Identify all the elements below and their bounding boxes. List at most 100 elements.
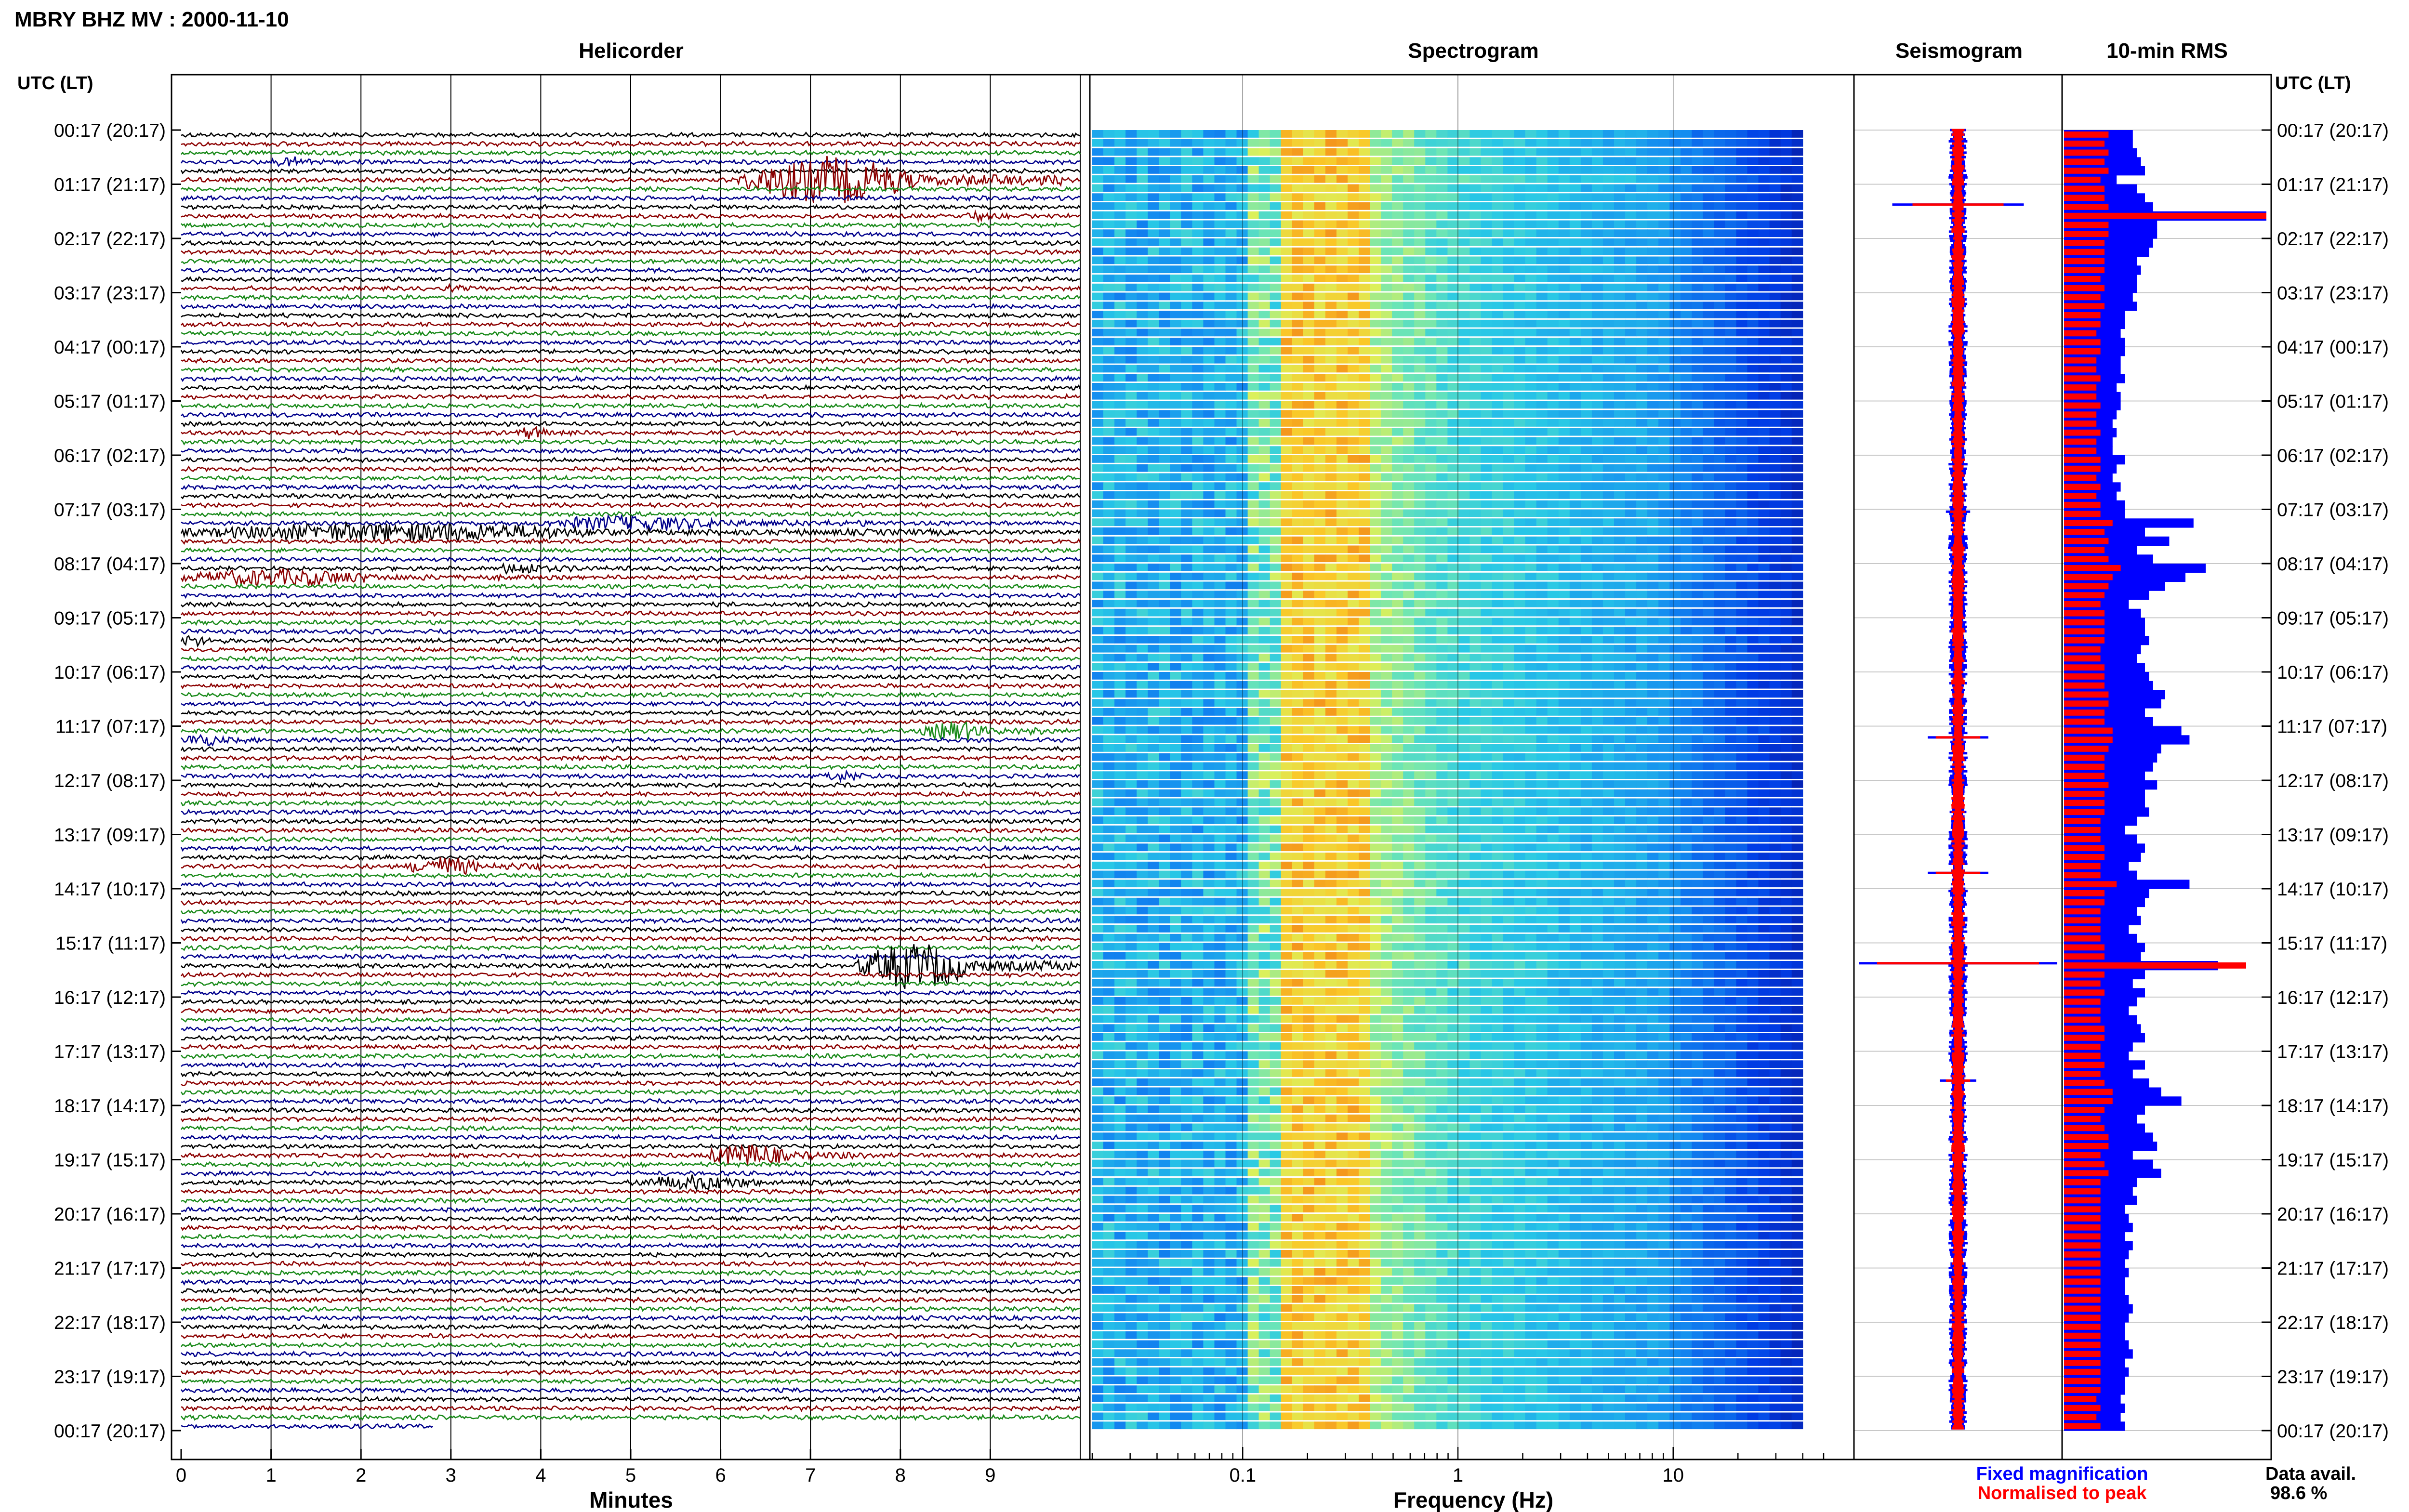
spectrogram-cell (1325, 717, 1337, 725)
spectrogram-cell (1336, 482, 1348, 490)
spectrogram-cell (1791, 419, 1803, 427)
helicorder-trace (181, 827, 1081, 834)
spectrogram-cell (1159, 446, 1170, 454)
spectrogram-cell (1714, 347, 1725, 355)
spectrogram-cell (1148, 726, 1159, 734)
spectrogram-cell (1359, 581, 1370, 590)
spectrogram-cell (1159, 735, 1170, 743)
spectrogram-cell (1714, 302, 1725, 310)
spectrogram-cell (1181, 220, 1192, 228)
spectrogram-cell (1236, 744, 1248, 752)
spectrogram-cell (1669, 247, 1681, 255)
spectrogram-cell (1447, 175, 1459, 183)
spectrogram-cell (1303, 292, 1315, 301)
spectrogram-cell (1736, 717, 1748, 725)
spectrogram-cell (1725, 762, 1736, 770)
spectrogram-cell (1370, 229, 1381, 237)
spectrogram-cell (1403, 618, 1415, 626)
spectrogram-cell (1747, 654, 1759, 662)
spectrogram-cell (1281, 139, 1293, 147)
spectrogram-cell (1436, 636, 1448, 644)
spectrogram-cell (1114, 608, 1126, 617)
spectrogram-cell (1658, 636, 1670, 644)
spectrogram-cell (1703, 554, 1714, 563)
spectrogram-cell (1580, 572, 1592, 580)
spectrogram-cell (1569, 464, 1581, 472)
spectrogram-cell (1270, 690, 1282, 698)
spectrogram-cell (1258, 636, 1271, 644)
spectrogram-cell (1514, 527, 1526, 535)
spectrogram-cell (1692, 663, 1703, 671)
spectrogram-cell (1669, 256, 1681, 264)
spectrogram-cell (1314, 708, 1326, 716)
spectrogram-cell (1692, 644, 1703, 653)
spectrogram-cell (1436, 735, 1448, 743)
spectrogram-cell (1103, 329, 1115, 337)
spectrogram-cell (1636, 473, 1648, 481)
spectrogram-cell (1547, 130, 1559, 138)
spectrogram-cell (1536, 663, 1548, 671)
helicorder-trace (181, 1332, 1081, 1340)
spectrogram-cell (1714, 437, 1725, 445)
spectrogram-cell (1436, 302, 1448, 310)
spectrogram-cell (1602, 329, 1615, 337)
spectrogram-cell (1591, 292, 1603, 301)
spectrogram-cell (1681, 644, 1692, 653)
spectrogram-cell (1558, 491, 1570, 499)
spectrogram-cell (1181, 591, 1192, 599)
spectrogram-cell (1514, 157, 1526, 165)
spectrogram-cell (1159, 238, 1170, 246)
spectrogram-cell (1780, 166, 1792, 174)
spectrogram-cell (1281, 220, 1293, 228)
spectrogram-row (1092, 157, 1803, 165)
spectrogram-cell (1203, 220, 1215, 228)
spectrogram-cell (1436, 509, 1448, 517)
spectrogram-cell (1503, 311, 1515, 318)
spectrogram-cell (1359, 428, 1370, 436)
spectrogram-cell (1258, 229, 1271, 237)
spectrogram-cell (1602, 410, 1615, 418)
spectrogram-cell (1392, 265, 1403, 274)
spectrogram-cell (1170, 148, 1181, 156)
spectrogram-cell (1192, 419, 1204, 427)
spectrogram-cell (1703, 744, 1714, 752)
spectrogram-cell (1148, 311, 1159, 318)
spectrogram-cell (1591, 581, 1603, 590)
spectrogram-cell (1181, 175, 1192, 183)
spectrogram-cell (1370, 166, 1381, 174)
spectrogram-cell (1247, 428, 1259, 436)
spectrogram-cell (1647, 554, 1659, 563)
spectrogram-cell (1536, 527, 1548, 535)
spectrogram-cell (1137, 735, 1148, 743)
spectrogram-cell (1625, 608, 1637, 617)
spectrogram-cell (1791, 708, 1803, 716)
spectrogram-cell (1403, 545, 1415, 553)
spectrogram-cell (1203, 618, 1215, 626)
spectrogram-cell (1137, 500, 1148, 508)
spectrogram-cell (1447, 699, 1459, 707)
spectrogram-cell (1247, 591, 1259, 599)
spectrogram-cell (1381, 265, 1392, 274)
spectrogram-cell (1503, 780, 1515, 788)
spectrogram-cell (1458, 554, 1470, 563)
spectrogram-cell (1791, 654, 1803, 662)
spectrogram-cell (1747, 302, 1759, 310)
spectrogram-cell (1458, 509, 1470, 517)
spectrogram-cell (1758, 581, 1770, 590)
spectrogram-cell (1281, 681, 1293, 689)
spectrogram-cell (1381, 374, 1392, 382)
spectrogram-cell (1780, 148, 1792, 156)
spectrogram-cell (1325, 735, 1337, 743)
spectrogram-cell (1747, 771, 1759, 779)
spectrogram-cell (1348, 591, 1359, 599)
spectrogram-cell (1481, 672, 1493, 680)
spectrogram-cell (1425, 545, 1437, 553)
spectrogram-cell (1192, 744, 1204, 752)
spectrogram-cell (1736, 455, 1748, 463)
spectrogram-cell (1625, 753, 1637, 761)
helicorder-trace (181, 1251, 1081, 1259)
spectrogram-cell (1681, 311, 1692, 318)
spectrogram-cell (1503, 753, 1515, 761)
spectrogram-cell (1769, 672, 1781, 680)
spectrogram-cell (1447, 275, 1459, 282)
